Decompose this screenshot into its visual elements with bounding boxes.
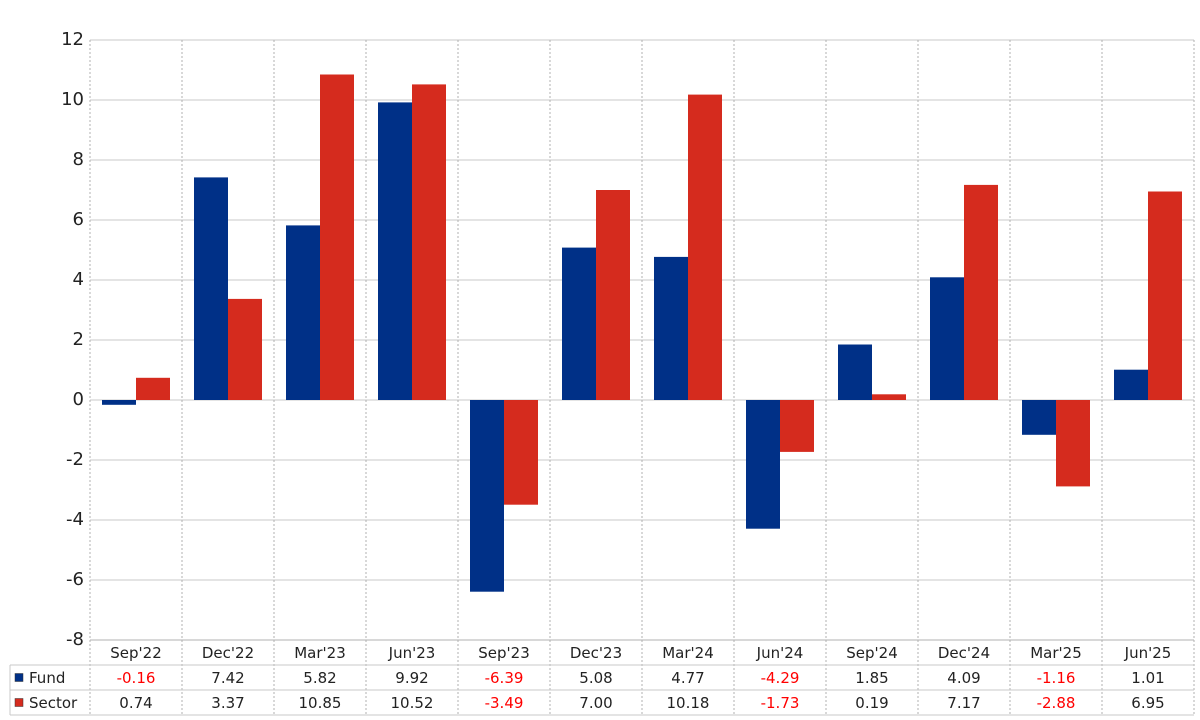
bar <box>1148 191 1182 400</box>
y-tick-label: -2 <box>66 449 84 470</box>
x-tick-label: Sep'23 <box>478 644 529 662</box>
x-tick-label: Sep'24 <box>846 644 897 662</box>
bar <box>964 184 998 400</box>
table-value: -6.39 <box>485 669 524 687</box>
table-value: -1.73 <box>761 694 800 712</box>
y-tick-label: -8 <box>66 629 84 650</box>
y-tick-label: 12 <box>61 29 84 50</box>
table-value: 0.19 <box>855 694 888 712</box>
bar <box>1022 400 1056 435</box>
y-tick-label: 2 <box>73 329 84 350</box>
table-value: -3.49 <box>485 694 524 712</box>
table-value: 7.42 <box>211 669 244 687</box>
bar <box>872 394 906 400</box>
table-value: -0.16 <box>117 669 156 687</box>
table-value: 4.09 <box>947 669 980 687</box>
x-tick-label: Dec'24 <box>938 644 990 662</box>
bar <box>470 400 504 592</box>
bar <box>286 225 320 400</box>
table-value: -4.29 <box>761 669 800 687</box>
y-tick-label: 8 <box>73 149 84 170</box>
table-value: 0.74 <box>119 694 152 712</box>
table-value: 4.77 <box>671 669 704 687</box>
y-tick-label: 6 <box>73 209 84 230</box>
table-value: 3.37 <box>211 694 244 712</box>
y-tick-label: 10 <box>61 89 84 110</box>
table-value: 6.95 <box>1131 694 1164 712</box>
bar <box>228 298 262 400</box>
y-tick-label: 0 <box>73 389 84 410</box>
table-value: 1.85 <box>855 669 888 687</box>
bar <box>746 400 780 529</box>
legend-swatch <box>14 673 24 682</box>
bar <box>320 74 354 400</box>
table-value: 10.52 <box>391 694 434 712</box>
x-tick-label: Sep'22 <box>110 644 161 662</box>
bar <box>780 400 814 452</box>
table-value: 7.00 <box>579 694 612 712</box>
legend-label: Sector <box>29 694 78 712</box>
bar <box>136 377 170 400</box>
x-tick-label: Dec'22 <box>202 644 254 662</box>
bar <box>654 256 688 400</box>
x-tick-label: Mar'23 <box>294 644 346 662</box>
table-value: 7.17 <box>947 694 980 712</box>
y-tick-label: -6 <box>66 569 84 590</box>
table-value: 5.08 <box>579 669 612 687</box>
x-tick-label: Dec'23 <box>570 644 622 662</box>
table-value: 5.82 <box>303 669 336 687</box>
bar <box>562 247 596 400</box>
bar <box>1056 400 1090 487</box>
table-value: 10.85 <box>299 694 342 712</box>
bar <box>412 84 446 401</box>
table-value: 1.01 <box>1131 669 1164 687</box>
x-tick-label: Mar'25 <box>1030 644 1082 662</box>
bar <box>1114 369 1148 400</box>
table-value: 9.92 <box>395 669 428 687</box>
x-tick-label: Mar'24 <box>662 644 714 662</box>
bar <box>102 400 136 405</box>
x-tick-label: Jun'24 <box>756 644 804 662</box>
bar <box>838 344 872 400</box>
bar <box>596 190 630 400</box>
x-tick-label: Jun'23 <box>388 644 436 662</box>
bar <box>504 400 538 505</box>
bar <box>930 277 964 400</box>
x-tick-label: Jun'25 <box>1124 644 1172 662</box>
table-value: 10.18 <box>667 694 710 712</box>
bar <box>194 177 228 400</box>
y-tick-label: -4 <box>66 509 84 530</box>
legend-label: Fund <box>29 669 65 687</box>
table-value: -1.16 <box>1037 669 1076 687</box>
legend-swatch <box>14 698 24 707</box>
bar <box>378 102 412 401</box>
table-value: -2.88 <box>1037 694 1076 712</box>
bar <box>688 94 722 400</box>
y-tick-label: 4 <box>73 269 84 290</box>
